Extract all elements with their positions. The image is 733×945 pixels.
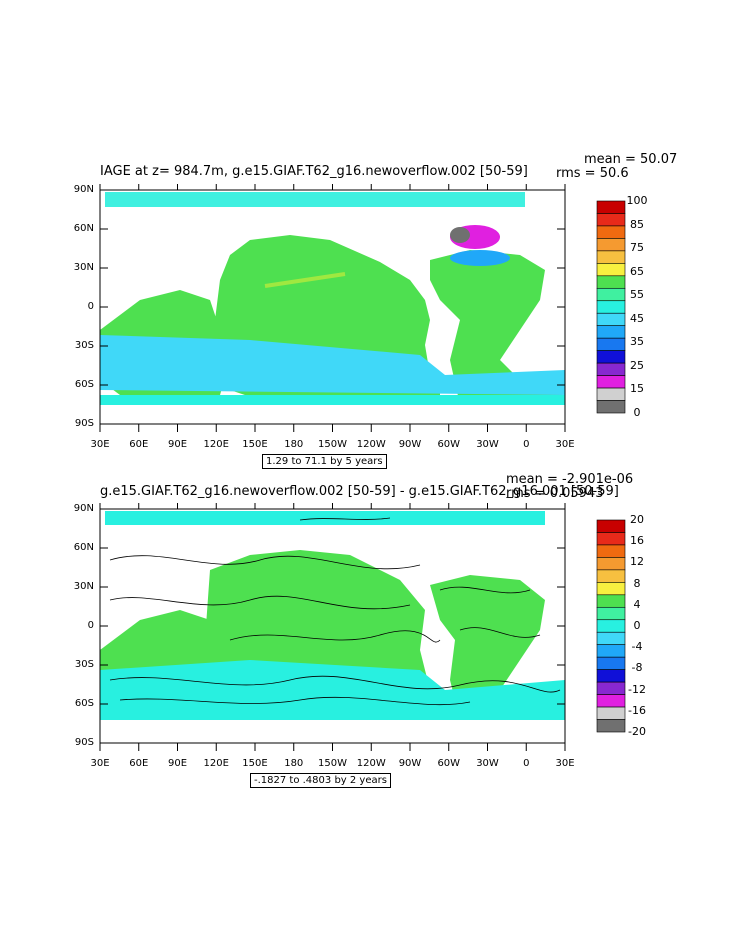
y-tick-label: 30N <box>73 262 94 273</box>
panel-1-ticks <box>99 184 566 432</box>
y-tick-label: 90N <box>73 184 94 195</box>
colorbar-label: 0 <box>633 619 641 632</box>
panel-1-caption: 1.29 to 71.1 by 5 years <box>262 454 387 469</box>
colorbar-label: 55 <box>630 288 644 302</box>
colorbar-label: 20 <box>630 513 644 526</box>
x-tick-label: 60E <box>129 758 149 769</box>
x-tick-label: 90E <box>167 758 188 769</box>
x-tick-label: 0 <box>523 758 530 769</box>
y-tick-label: 30N <box>73 581 94 592</box>
colorbar-label: 65 <box>630 264 644 278</box>
x-tick-label: 0 <box>523 439 530 450</box>
colorbar-label: 8 <box>633 576 641 590</box>
y-tick-label: 90N <box>73 503 94 514</box>
x-tick-label: 30E <box>555 758 575 769</box>
panel-1-rms: rms = 50.6 <box>556 166 629 181</box>
y-tick-label: 60N <box>73 542 94 553</box>
y-tick-label: 0 <box>87 301 94 312</box>
y-tick-label: 90S <box>74 737 94 748</box>
colorbar-label: -12 <box>628 682 646 696</box>
panel-2-mean: mean = -2.901e-06 <box>506 472 634 487</box>
x-tick-label: 150E <box>242 439 268 450</box>
x-tick-label: 90E <box>167 439 188 450</box>
antarctic-fill <box>100 395 565 405</box>
x-tick-label: 150W <box>318 439 347 450</box>
x-tick-label: 30W <box>476 758 499 769</box>
panel-2-title: g.e15.GIAF.T62_g16.newoverflow.002 [50-5… <box>100 484 619 499</box>
colorbar-label: -20 <box>628 725 646 738</box>
x-tick-label: 150W <box>318 758 347 769</box>
arctic-ocean-fill <box>105 511 545 525</box>
x-tick-label: 90W <box>398 439 422 450</box>
colorbar-label: -4 <box>631 640 643 654</box>
x-tick-label: 120E <box>203 758 229 769</box>
y-tick-label: 60N <box>73 223 94 234</box>
x-tick-label: 90W <box>398 758 422 769</box>
panel-1-title: IAGE at z= 984.7m, g.e15.GIAF.T62_g16.ne… <box>100 164 528 179</box>
colorbar-label: 25 <box>630 358 644 372</box>
arctic-ocean-fill <box>105 192 525 207</box>
antarctic-fill <box>100 708 565 720</box>
x-tick-label: 30W <box>476 439 499 450</box>
atlantic-ocean-fill <box>430 250 565 405</box>
x-tick-label: 150E <box>242 758 268 769</box>
colorbar-label: -8 <box>631 661 643 675</box>
southern-ocean-fill <box>100 660 565 712</box>
x-tick-label: 120W <box>356 439 386 450</box>
colorbar-label: 16 <box>630 534 644 548</box>
colorbar-label: 85 <box>630 217 644 231</box>
colorbar-label: 15 <box>630 382 644 396</box>
panel-2-ticks <box>99 503 566 751</box>
x-tick-label: 180 <box>284 758 304 769</box>
x-tick-label: 60E <box>129 439 149 450</box>
colorbar-label: 100 <box>626 194 648 207</box>
y-tick-label: 60S <box>74 379 94 390</box>
panel-1-mean: mean = 50.07 <box>584 152 678 167</box>
colorbar-label: 4 <box>633 597 641 611</box>
y-tick-label: 90S <box>74 418 94 429</box>
colorbar-label: 0 <box>633 406 641 419</box>
panel-2-caption: -.1827 to .4803 by 2 years <box>250 773 391 788</box>
x-tick-label: 120E <box>203 439 229 450</box>
y-tick-label: 0 <box>87 620 94 631</box>
x-tick-label: 60W <box>437 758 461 769</box>
north-atlantic-fill <box>450 250 510 266</box>
y-tick-label: 30S <box>74 340 94 351</box>
colorbar-label: 35 <box>630 335 644 349</box>
panel-2-rms: rms = 0.05943 <box>506 486 604 501</box>
x-tick-label: 60W <box>437 439 461 450</box>
x-tick-label: 120W <box>356 758 386 769</box>
x-tick-label: 30E <box>90 439 110 450</box>
y-tick-label: 30S <box>74 659 94 670</box>
colorbar-swatch <box>596 719 626 733</box>
x-tick-label: 180 <box>284 439 304 450</box>
equatorial-streak <box>264 272 346 288</box>
x-tick-label: 30E <box>555 439 575 450</box>
southern-ocean-fill <box>100 335 565 395</box>
nordic-fill <box>450 227 470 243</box>
x-tick-label: 30E <box>90 758 110 769</box>
y-tick-label: 60S <box>74 698 94 709</box>
colorbar-swatch <box>596 400 626 414</box>
colorbar-label: -16 <box>628 703 646 717</box>
contour-lines <box>109 517 561 706</box>
colorbar-label: 45 <box>630 311 644 325</box>
colorbar-label: 75 <box>630 241 644 255</box>
colorbar-label: 12 <box>630 555 644 569</box>
